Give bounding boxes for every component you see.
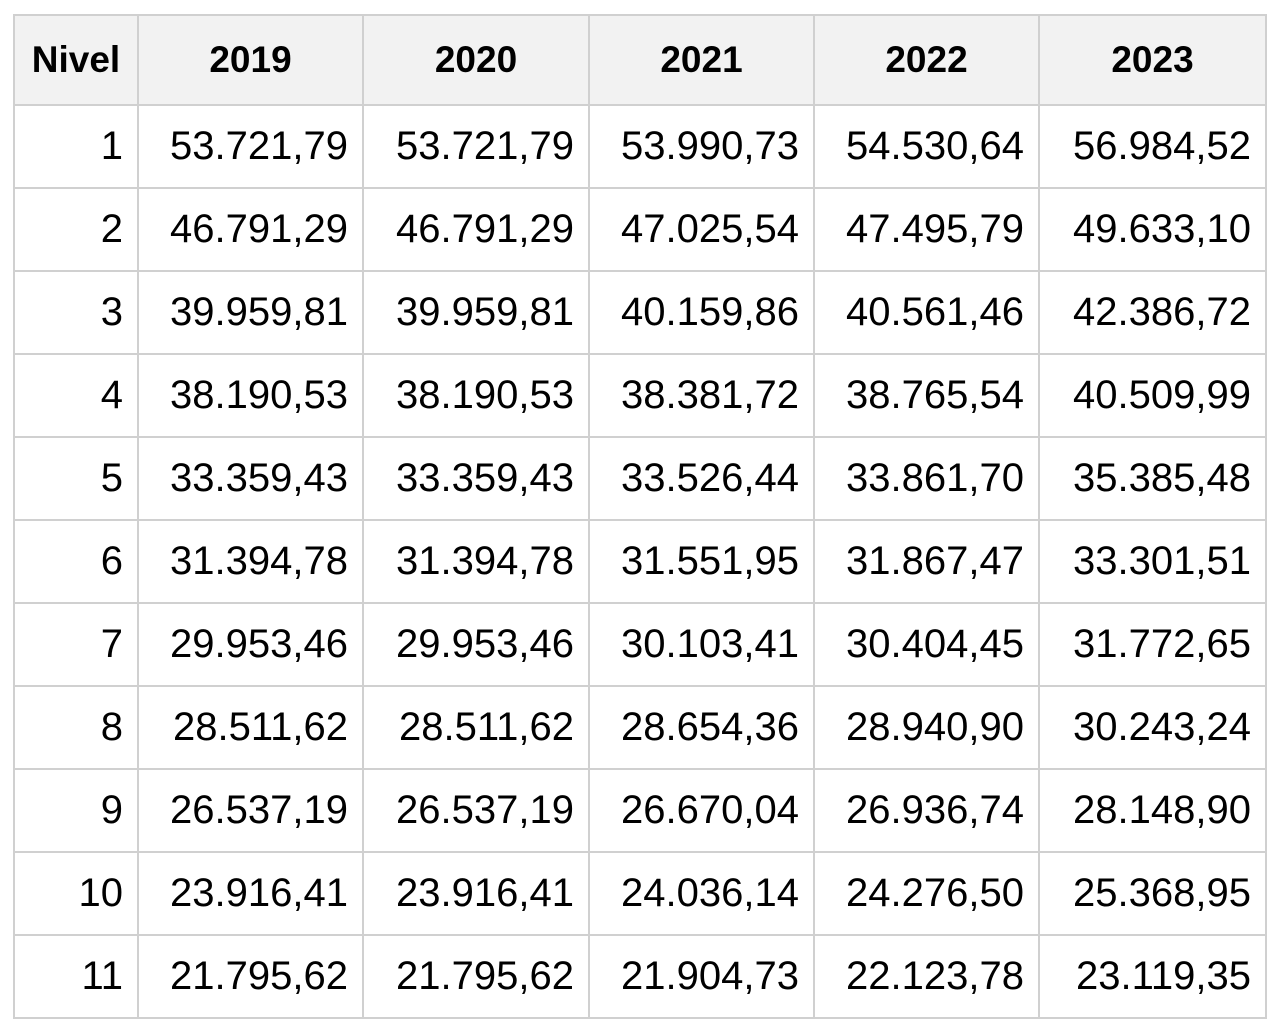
- table-row: 1 53.721,79 53.721,79 53.990,73 54.530,64 56.…: [13, 104, 1267, 189]
- value-cell: 31.772,65: [1038, 602, 1267, 687]
- level-cell: 9: [13, 768, 139, 853]
- value-cell: 33.526,44: [588, 436, 815, 521]
- table-row: 9 26.537,19 26.537,19 26.670,04 26.936,74 28.…: [13, 768, 1267, 853]
- header-cell: 2021: [588, 14, 815, 106]
- value-cell: 28.148,90: [1038, 768, 1267, 853]
- value-cell: 21.795,62: [137, 934, 364, 1019]
- value-cell: 53.721,79: [362, 104, 590, 189]
- table-row: 5 33.359,43 33.359,43 33.526,44 33.861,70 35.…: [13, 436, 1267, 521]
- value-cell: 49.633,10: [1038, 187, 1267, 272]
- level-cell: 1: [13, 104, 139, 189]
- value-cell: 23.916,41: [137, 851, 364, 936]
- value-cell: 21.904,73: [588, 934, 815, 1019]
- value-cell: 21.795,62: [362, 934, 590, 1019]
- value-cell: 28.511,62: [362, 685, 590, 770]
- value-cell: 47.025,54: [588, 187, 815, 272]
- value-cell: 40.159,86: [588, 270, 815, 355]
- value-cell: 35.385,48: [1038, 436, 1267, 521]
- level-cell: 4: [13, 353, 139, 438]
- header-row: Nivel 2019 2020 2021 2022 2023: [13, 14, 1267, 106]
- value-cell: 54.530,64: [813, 104, 1040, 189]
- level-cell: 8: [13, 685, 139, 770]
- value-cell: 30.243,24: [1038, 685, 1267, 770]
- value-cell: 38.190,53: [137, 353, 364, 438]
- value-cell: 31.394,78: [137, 519, 364, 604]
- value-cell: 23.119,35: [1038, 934, 1267, 1019]
- value-cell: 40.561,46: [813, 270, 1040, 355]
- value-cell: 33.301,51: [1038, 519, 1267, 604]
- value-cell: 46.791,29: [137, 187, 364, 272]
- header-cell: 2020: [362, 14, 590, 106]
- table-row: 10 23.916,41 23.916,41 24.036,14 24.276,50 25…: [13, 851, 1267, 936]
- value-cell: 30.103,41: [588, 602, 815, 687]
- value-cell: 29.953,46: [137, 602, 364, 687]
- level-cell: 3: [13, 270, 139, 355]
- value-cell: 53.990,73: [588, 104, 815, 189]
- value-cell: 39.959,81: [362, 270, 590, 355]
- value-cell: 40.509,99: [1038, 353, 1267, 438]
- value-cell: 26.537,19: [137, 768, 364, 853]
- value-cell: 29.953,46: [362, 602, 590, 687]
- table-row: 4 38.190,53 38.190,53 38.381,72 38.765,54 40.…: [13, 353, 1267, 438]
- value-cell: 26.670,04: [588, 768, 815, 853]
- table-row: 2 46.791,29 46.791,29 47.025,54 47.495,79 49.…: [13, 187, 1267, 272]
- value-cell: 24.036,14: [588, 851, 815, 936]
- table-row: 6 31.394,78 31.394,78 31.551,95 31.867,47 33.…: [13, 519, 1267, 604]
- header-cell: 2022: [813, 14, 1040, 106]
- salary-table: Nivel 2019 2020 2021 2022 2023 1 53.721,79 53.7…: [13, 14, 1267, 1019]
- level-cell: 10: [13, 851, 139, 936]
- value-cell: 30.404,45: [813, 602, 1040, 687]
- value-cell: 31.867,47: [813, 519, 1040, 604]
- value-cell: 28.511,62: [137, 685, 364, 770]
- level-cell: 5: [13, 436, 139, 521]
- value-cell: 23.916,41: [362, 851, 590, 936]
- table-row: 8 28.511,62 28.511,62 28.654,36 28.940,90 30.…: [13, 685, 1267, 770]
- value-cell: 24.276,50: [813, 851, 1040, 936]
- table-body: 1 53.721,79 53.721,79 53.990,73 54.530,64 56.…: [13, 104, 1267, 1019]
- value-cell: 28.940,90: [813, 685, 1040, 770]
- value-cell: 33.861,70: [813, 436, 1040, 521]
- value-cell: 25.368,95: [1038, 851, 1267, 936]
- value-cell: 39.959,81: [137, 270, 364, 355]
- table-row: 3 39.959,81 39.959,81 40.159,86 40.561,46 42.…: [13, 270, 1267, 355]
- value-cell: 31.394,78: [362, 519, 590, 604]
- value-cell: 26.537,19: [362, 768, 590, 853]
- table-row: 11 21.795,62 21.795,62 21.904,73 22.123,78 23…: [13, 934, 1267, 1019]
- value-cell: 33.359,43: [362, 436, 590, 521]
- value-cell: 22.123,78: [813, 934, 1040, 1019]
- level-cell: 2: [13, 187, 139, 272]
- value-cell: 47.495,79: [813, 187, 1040, 272]
- value-cell: 38.381,72: [588, 353, 815, 438]
- table-row: 7 29.953,46 29.953,46 30.103,41 30.404,45 31.…: [13, 602, 1267, 687]
- value-cell: 38.190,53: [362, 353, 590, 438]
- level-cell: 6: [13, 519, 139, 604]
- value-cell: 33.359,43: [137, 436, 364, 521]
- level-cell: 11: [13, 934, 139, 1019]
- header-cell: 2023: [1038, 14, 1267, 106]
- header-cell: Nivel: [13, 14, 139, 106]
- header-cell: 2019: [137, 14, 364, 106]
- value-cell: 53.721,79: [137, 104, 364, 189]
- value-cell: 31.551,95: [588, 519, 815, 604]
- value-cell: 42.386,72: [1038, 270, 1267, 355]
- level-cell: 7: [13, 602, 139, 687]
- table-header: Nivel 2019 2020 2021 2022 2023: [13, 14, 1267, 106]
- value-cell: 28.654,36: [588, 685, 815, 770]
- value-cell: 46.791,29: [362, 187, 590, 272]
- value-cell: 56.984,52: [1038, 104, 1267, 189]
- value-cell: 26.936,74: [813, 768, 1040, 853]
- value-cell: 38.765,54: [813, 353, 1040, 438]
